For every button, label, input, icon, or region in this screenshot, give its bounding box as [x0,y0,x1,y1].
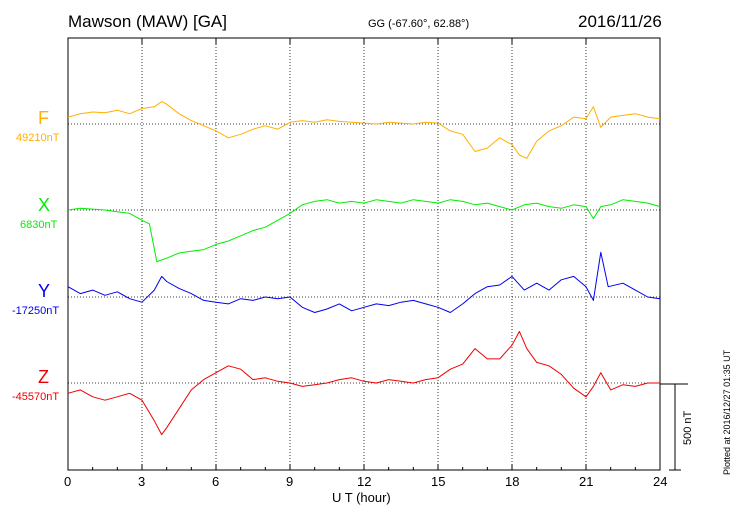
geographic-coords: GG (-67.60°, 62.88°) [368,18,470,30]
series-line-z [67,330,660,436]
station-title: Mawson (MAW) [GA] [68,12,227,31]
baseline-x: 6830nT [20,219,58,231]
plotted-at-note: Plotted at 2016/12/27 01:35 UT [722,349,730,475]
x-tick-label: 9 [286,474,294,489]
x-tick-label: 12 [357,474,372,489]
x-tick-label: 6 [212,474,220,489]
scale-bar [660,383,688,471]
baseline-y: -17250nT [12,305,60,317]
x-axis-ticks [67,38,661,470]
scale-bar-label: 500 nT [682,410,694,445]
x-tick-label: 18 [505,474,520,489]
plot-date: 2016/11/26 [578,12,662,31]
series-line-f [67,101,661,159]
series-label-f: F [38,108,49,128]
grid-lines [68,38,660,470]
series-label-x: X [38,195,51,215]
x-axis-label: U T (hour) [332,490,391,505]
series-label-z: Z [38,367,49,387]
series-line-x [67,199,661,263]
x-tick-label: 15 [431,474,446,489]
x-tick-label: 3 [138,474,146,489]
series-lines [67,101,661,436]
x-tick-label: 21 [579,474,594,489]
x-tick-label: 24 [653,474,668,489]
baseline-z: -45570nT [12,391,60,403]
series-line-y [67,251,661,313]
x-tick-label: 0 [64,474,72,489]
series-label-y: Y [38,281,51,301]
baseline-f: 49210nT [16,132,60,144]
